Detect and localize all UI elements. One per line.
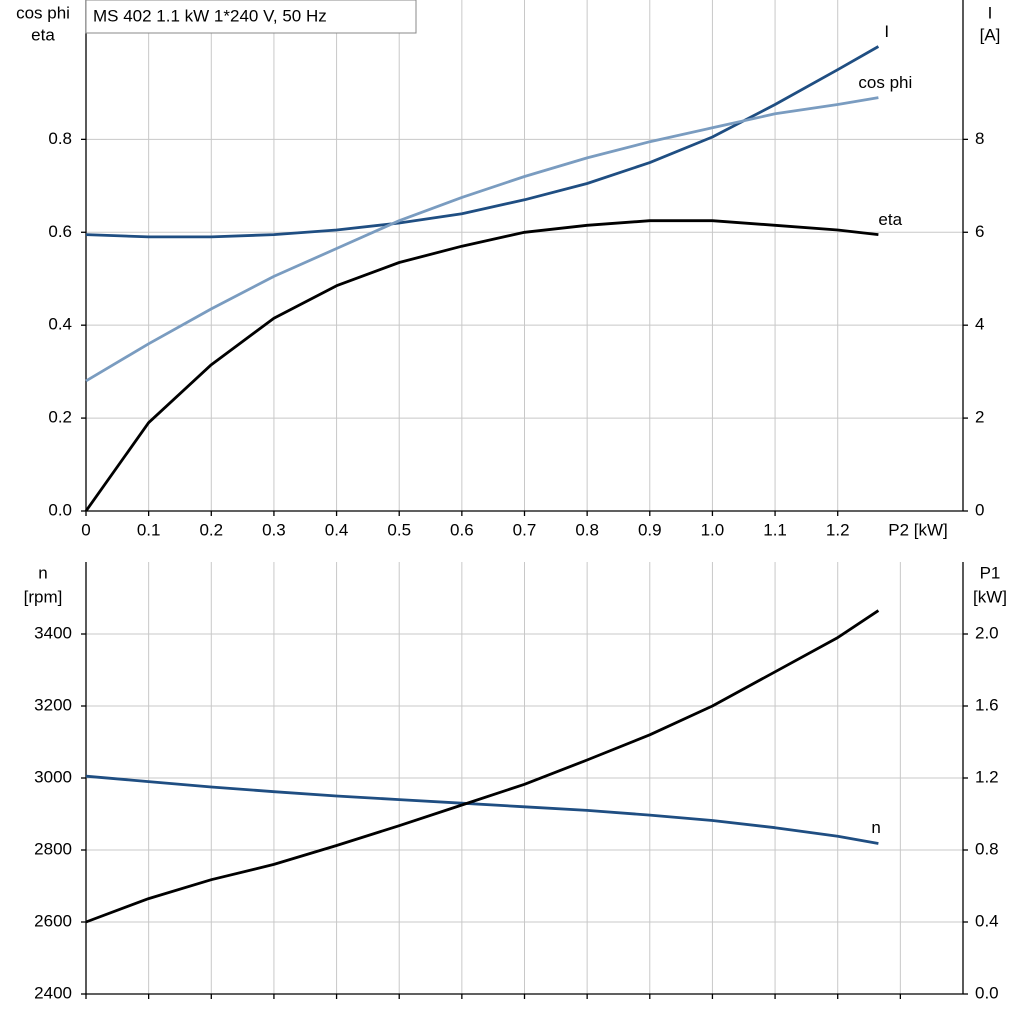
y-tick-label: 3200 — [34, 695, 72, 714]
y2-axis-label: [A] — [980, 25, 1001, 44]
y2-tick-label: 0.8 — [975, 839, 999, 858]
x-tick-label: 0.8 — [575, 520, 599, 539]
y-tick-label: 3400 — [34, 623, 72, 642]
y2-tick-label: 0.4 — [975, 911, 999, 930]
y2-axis-label: I — [988, 3, 993, 22]
series-label: cos phi — [858, 73, 912, 92]
x-tick-label: 0 — [81, 520, 90, 539]
x-tick-label: 0.7 — [513, 520, 537, 539]
series-line — [85, 609, 880, 924]
y-axis-label: [rpm] — [24, 587, 63, 606]
x-tick-label: 0.3 — [262, 520, 286, 539]
x-tick-label: 0.1 — [137, 520, 161, 539]
y2-tick-label: 8 — [975, 129, 984, 148]
series-label: I — [884, 22, 889, 41]
y-tick-label: 3000 — [34, 767, 72, 786]
y-tick-label: 2400 — [34, 983, 72, 1002]
x-tick-label: 0.9 — [638, 520, 662, 539]
title-box — [85, 0, 417, 34]
y-tick-label: 0.6 — [48, 222, 72, 241]
series-label: n — [871, 818, 880, 837]
y2-tick-label: 2 — [975, 408, 984, 427]
series-line — [85, 96, 879, 383]
series-line — [85, 774, 879, 845]
plot-layer: 0 0.1 0.2 0.3 0.4 0.5 0.6 0.7 0.8 0.9 1.0 1.1 1.2 0.0… — [16, 0, 1007, 1002]
y-tick-label: 0.4 — [48, 315, 72, 334]
y2-tick-label: 0.0 — [975, 983, 999, 1002]
series-line — [85, 45, 880, 239]
x-tick-label: 1.2 — [826, 520, 850, 539]
series-label: eta — [878, 210, 902, 229]
y2-tick-label: 0 — [975, 500, 984, 519]
x-tick-label: 0.4 — [325, 520, 349, 539]
y2-axis-label: P1 — [980, 563, 1001, 582]
y-tick-label: 0.0 — [48, 500, 72, 519]
series-line — [84, 219, 879, 512]
y2-tick-label: 1.2 — [975, 767, 999, 786]
y2-tick-label: 6 — [975, 222, 984, 241]
y-tick-label: 2800 — [34, 839, 72, 858]
y2-tick-label: 4 — [975, 315, 984, 334]
x-axis-label: P2 [kW] — [888, 520, 948, 539]
chart-title: MS 402 1.1 kW 1*240 V, 50 Hz — [93, 6, 327, 25]
y2-tick-label: 1.6 — [975, 695, 999, 714]
y-axis-label: eta — [31, 25, 55, 44]
y-tick-label: 2600 — [34, 911, 72, 930]
x-tick-label: 0.6 — [450, 520, 474, 539]
y-tick-label: 0.2 — [48, 408, 72, 427]
y-axis-label: cos phi — [16, 3, 70, 22]
y-axis-label: n — [38, 563, 47, 582]
x-tick-label: 0.2 — [199, 520, 223, 539]
y-tick-label: 0.8 — [48, 129, 72, 148]
x-tick-label: 1.1 — [763, 520, 787, 539]
x-tick-label: 0.5 — [387, 520, 411, 539]
x-tick-label: 1.0 — [701, 520, 725, 539]
y2-tick-label: 2.0 — [975, 623, 999, 642]
y2-axis-label: [kW] — [973, 587, 1007, 606]
